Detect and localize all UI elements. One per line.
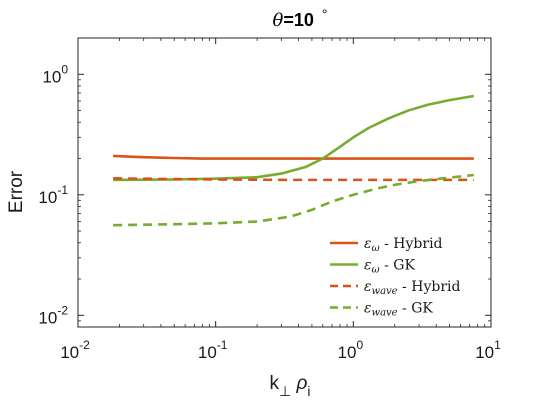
x-tick-label: 100 [338, 338, 364, 362]
legend-label-2: εω - GK [364, 258, 415, 276]
plot-frame [77, 37, 492, 328]
x-tick-label: 10-2 [60, 338, 90, 362]
legend-suffix: - Hybrid [380, 236, 443, 252]
legend-label-3: εwave - Hybrid [364, 279, 460, 297]
legend-subscript: ω [372, 265, 380, 276]
legend-symbol: ε [364, 258, 372, 274]
legend-label-1: εω - Hybrid [364, 236, 443, 254]
x-label-perp: ⊥ [279, 383, 291, 399]
y-tick-exp: 0 [61, 62, 68, 76]
y-tick-exp: -1 [57, 183, 68, 197]
y-tick-label: 10-2 [38, 303, 68, 327]
legend-label-4: εwave - GK [364, 301, 433, 319]
series-layer [113, 94, 475, 227]
legend-suffix: - GK [380, 258, 416, 274]
legend-symbol: ε [364, 236, 372, 252]
plot-area [77, 37, 492, 328]
x-label-i: i [307, 383, 310, 399]
x-tick-exp: -2 [79, 338, 90, 352]
x-label-k: k [270, 373, 280, 394]
legend-suffix: - Hybrid [398, 279, 461, 295]
title-degree: ° [322, 6, 328, 22]
y-tick-label: 10-1 [38, 183, 68, 207]
x-label-rho: ρ [291, 373, 307, 394]
x-axis-label: k⊥ ρi [270, 373, 311, 399]
legend-subscript: wave [372, 308, 398, 319]
y-tick-base: 10 [38, 188, 57, 207]
y-tick-label: 100 [42, 62, 68, 86]
legend-subscript: wave [372, 286, 398, 297]
x-tick-exp: -1 [217, 338, 228, 352]
x-tick-base: 10 [475, 343, 494, 362]
x-tick-exp: 1 [494, 338, 501, 352]
legend-subscript: ω [372, 243, 380, 254]
legend-suffix: - GK [398, 301, 434, 317]
y-tick-base: 10 [42, 67, 61, 86]
series-line-1 [113, 154, 474, 160]
chart-title: θ=10 ° [273, 6, 328, 31]
x-tick-base: 10 [198, 343, 217, 362]
y-tick-base: 10 [38, 308, 57, 327]
x-tick-base: 10 [338, 343, 357, 362]
y-axis-label: Error [6, 170, 27, 213]
series-line-2 [113, 94, 475, 182]
x-tick-base: 10 [60, 343, 79, 362]
x-tick-label: 101 [475, 338, 501, 362]
title-theta: θ [273, 10, 284, 31]
legend-symbol: ε [364, 301, 372, 317]
x-tick-label: 10-1 [198, 338, 228, 362]
x-tick-exp: 0 [356, 338, 363, 352]
y-tick-exp: -2 [57, 303, 68, 317]
legend-symbol: ε [364, 279, 372, 295]
title-value: =10 [283, 10, 314, 30]
